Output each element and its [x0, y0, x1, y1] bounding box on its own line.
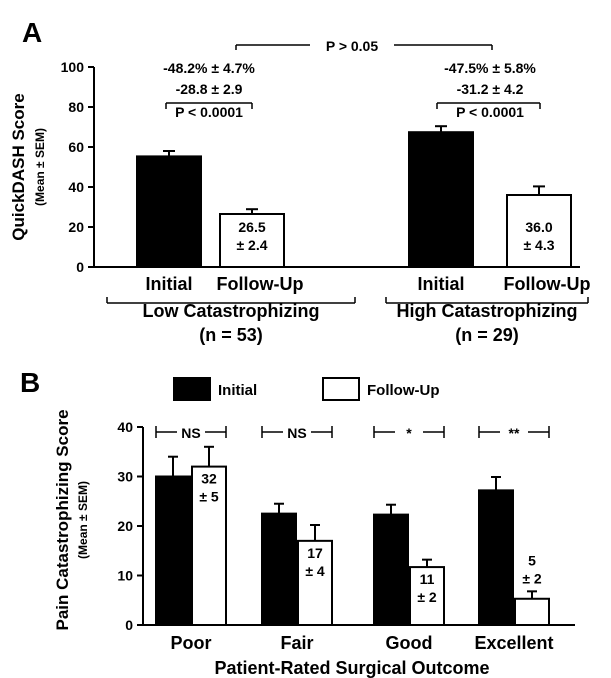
x-category-label-a: Follow-Up: [504, 274, 591, 294]
x-category-label-b: Fair: [280, 633, 313, 653]
bar-a: [408, 131, 474, 268]
bar-sem-label-b: ± 3: [381, 537, 401, 553]
bar-b: [261, 512, 297, 626]
bar-a: [136, 155, 202, 268]
y-tick-label-b: 20: [117, 518, 133, 534]
bar-value-label-b: 30: [165, 481, 181, 497]
bar-value-label-a: 26.5: [238, 219, 265, 235]
significance-label-b: NS: [287, 425, 306, 441]
panel-letter-a: A: [22, 17, 42, 48]
bar-value-label-b: 22: [271, 518, 287, 534]
mean-diff-label: -31.2 ± 4.2: [457, 81, 524, 97]
bar-sem-label-b: ± 4: [163, 499, 183, 515]
bar-sem-label-b: ± 3: [486, 512, 506, 528]
x-category-label-b: Poor: [170, 633, 211, 653]
legend-swatch-initial: [173, 377, 211, 401]
y-axis-sublabel-b: (Mean ± SEM): [76, 481, 90, 559]
bar-value-label-a: 36.0: [525, 219, 552, 235]
y-tick-label-b: 10: [117, 568, 133, 584]
bar-sem-label-b: ± 2: [417, 589, 437, 605]
p-value-label: P < 0.0001: [175, 104, 243, 120]
y-tick-label-a: 100: [61, 59, 85, 75]
y-axis-label-a: QuickDASH Score: [9, 93, 28, 240]
panel-letter-b: B: [20, 367, 40, 398]
bar-a: [506, 194, 572, 268]
bar-value-label-b: 27: [488, 494, 504, 510]
y-axis-label-b: Pain Catastrophizing Score: [53, 409, 72, 630]
x-axis-label-b: Patient-Rated Surgical Outcome: [214, 658, 489, 678]
bar-sem-label-a: ± 4.3: [523, 237, 554, 253]
group-label-a: High Catastrophizing: [397, 301, 578, 321]
legend-label-follow-up: Follow-Up: [367, 382, 439, 399]
y-tick-label-a: 80: [68, 99, 84, 115]
bar-a: [219, 213, 285, 268]
pct-change-label: -48.2% ± 4.7%: [163, 60, 255, 76]
between-group-p-label: P > 0.05: [326, 38, 379, 54]
x-category-label-b: Excellent: [474, 633, 553, 653]
y-tick-label-b: 0: [125, 617, 133, 633]
bar-b: [373, 513, 409, 626]
group-label-a: Low Catastrophizing: [143, 301, 320, 321]
bar-value-label-b: 11: [420, 571, 435, 587]
group-n-label-a: (n = 29): [455, 325, 519, 345]
bar-b: [191, 465, 227, 626]
x-category-label-a: Initial: [417, 274, 464, 294]
bar-sem-label-b: ± 4: [305, 563, 325, 579]
bar-b: [478, 489, 514, 626]
y-tick-label-b: 30: [117, 469, 133, 485]
significance-label-b: **: [509, 425, 520, 441]
bar-sem-label-b: ± 2: [269, 536, 289, 552]
mean-diff-label: -28.8 ± 2.9: [176, 81, 243, 97]
bar-value-label-b: 22: [383, 519, 399, 535]
x-category-label-b: Good: [386, 633, 433, 653]
bar-value-label-a: 67.4: [427, 219, 454, 235]
bar-sem-label-a: ± 2.7: [153, 237, 184, 253]
bar-b: [155, 475, 191, 626]
y-tick-label-a: 40: [68, 179, 84, 195]
y-tick-label-a: 20: [68, 219, 84, 235]
y-axis-sublabel-a: (Mean ± SEM): [33, 128, 47, 206]
y-tick-label-b: 40: [117, 419, 133, 435]
x-category-label-a: Follow-Up: [217, 274, 304, 294]
bar-value-label-b: 32: [201, 471, 217, 487]
bar-sem-label-a: ± 2.4: [236, 237, 267, 253]
significance-label-b: *: [406, 425, 412, 441]
bar-value-label-a: 55.3: [155, 219, 182, 235]
p-value-label: P < 0.0001: [456, 104, 524, 120]
y-tick-label-a: 60: [68, 139, 84, 155]
bar-b: [514, 597, 550, 627]
bar-value-label-b: 17: [307, 545, 323, 561]
bar-value-label-b: 5: [528, 552, 536, 568]
significance-label-b: NS: [181, 425, 200, 441]
legend-swatch-follow-up: [322, 377, 360, 401]
bar-b: [409, 566, 445, 627]
bar-b: [297, 539, 333, 626]
legend-label-initial: Initial: [218, 382, 257, 399]
bar-sem-label-a: ± 3.0: [425, 237, 456, 253]
group-n-label-a: (n = 53): [199, 325, 263, 345]
y-tick-label-a: 0: [76, 259, 84, 275]
bar-sem-label-b: ± 2: [522, 570, 542, 586]
x-category-label-a: Initial: [145, 274, 192, 294]
pct-change-label: -47.5% ± 5.8%: [444, 60, 536, 76]
bar-sem-label-b: ± 5: [199, 489, 219, 505]
